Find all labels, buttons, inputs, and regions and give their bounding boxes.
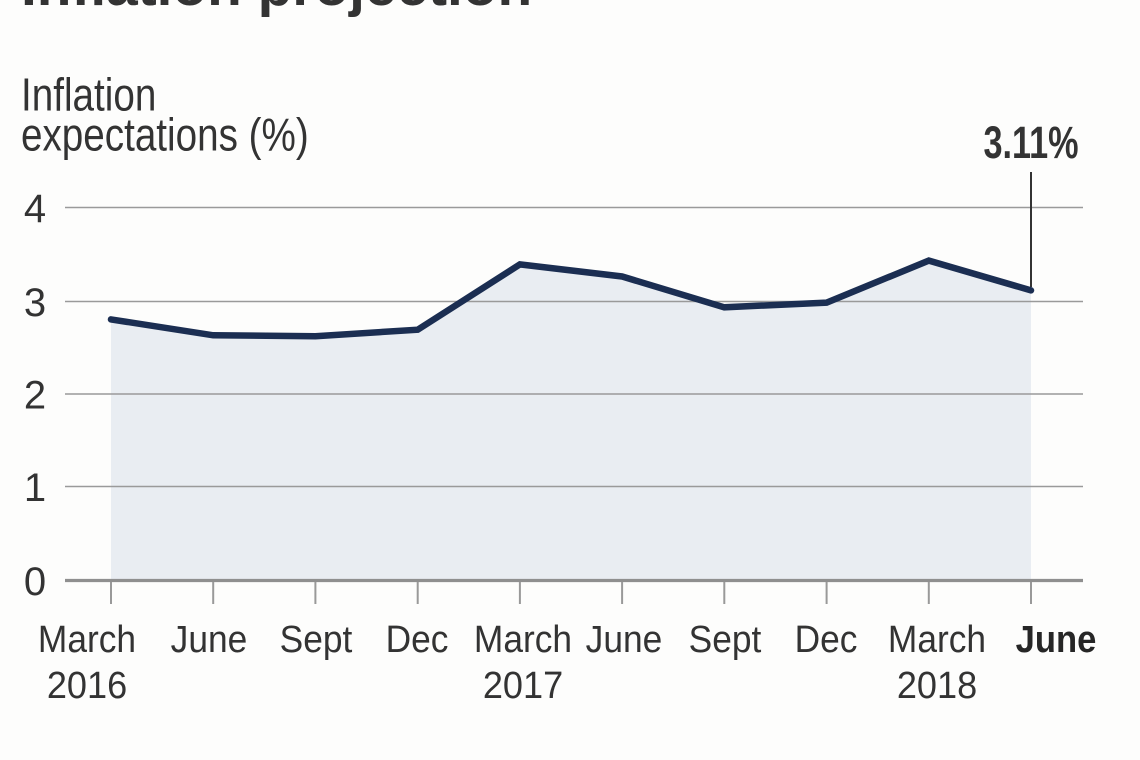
svg-text:0: 0 bbox=[24, 560, 46, 604]
svg-text:3.11%: 3.11% bbox=[983, 119, 1078, 169]
svg-text:March: March bbox=[888, 618, 986, 660]
svg-text:June: June bbox=[586, 618, 663, 660]
svg-text:Dec: Dec bbox=[386, 618, 449, 660]
svg-text:2016: 2016 bbox=[47, 663, 127, 706]
svg-text:1: 1 bbox=[24, 466, 46, 510]
svg-text:March: March bbox=[38, 618, 136, 660]
svg-text:March: March bbox=[474, 618, 572, 660]
svg-text:June: June bbox=[171, 618, 248, 660]
svg-text:Dec: Dec bbox=[795, 618, 858, 660]
svg-text:Sept: Sept bbox=[689, 618, 762, 660]
svg-text:2018: 2018 bbox=[897, 663, 977, 706]
svg-text:Inflation projection: Inflation projection bbox=[21, 0, 532, 18]
svg-text:3: 3 bbox=[24, 281, 46, 325]
svg-text:Sept: Sept bbox=[280, 618, 353, 660]
svg-text:2: 2 bbox=[24, 374, 46, 418]
svg-text:Inflation: Inflation bbox=[21, 69, 156, 120]
svg-text:June: June bbox=[1016, 617, 1097, 660]
svg-text:expectations (%): expectations (%) bbox=[21, 109, 309, 160]
svg-text:4: 4 bbox=[24, 187, 46, 231]
svg-text:2017: 2017 bbox=[483, 663, 563, 706]
